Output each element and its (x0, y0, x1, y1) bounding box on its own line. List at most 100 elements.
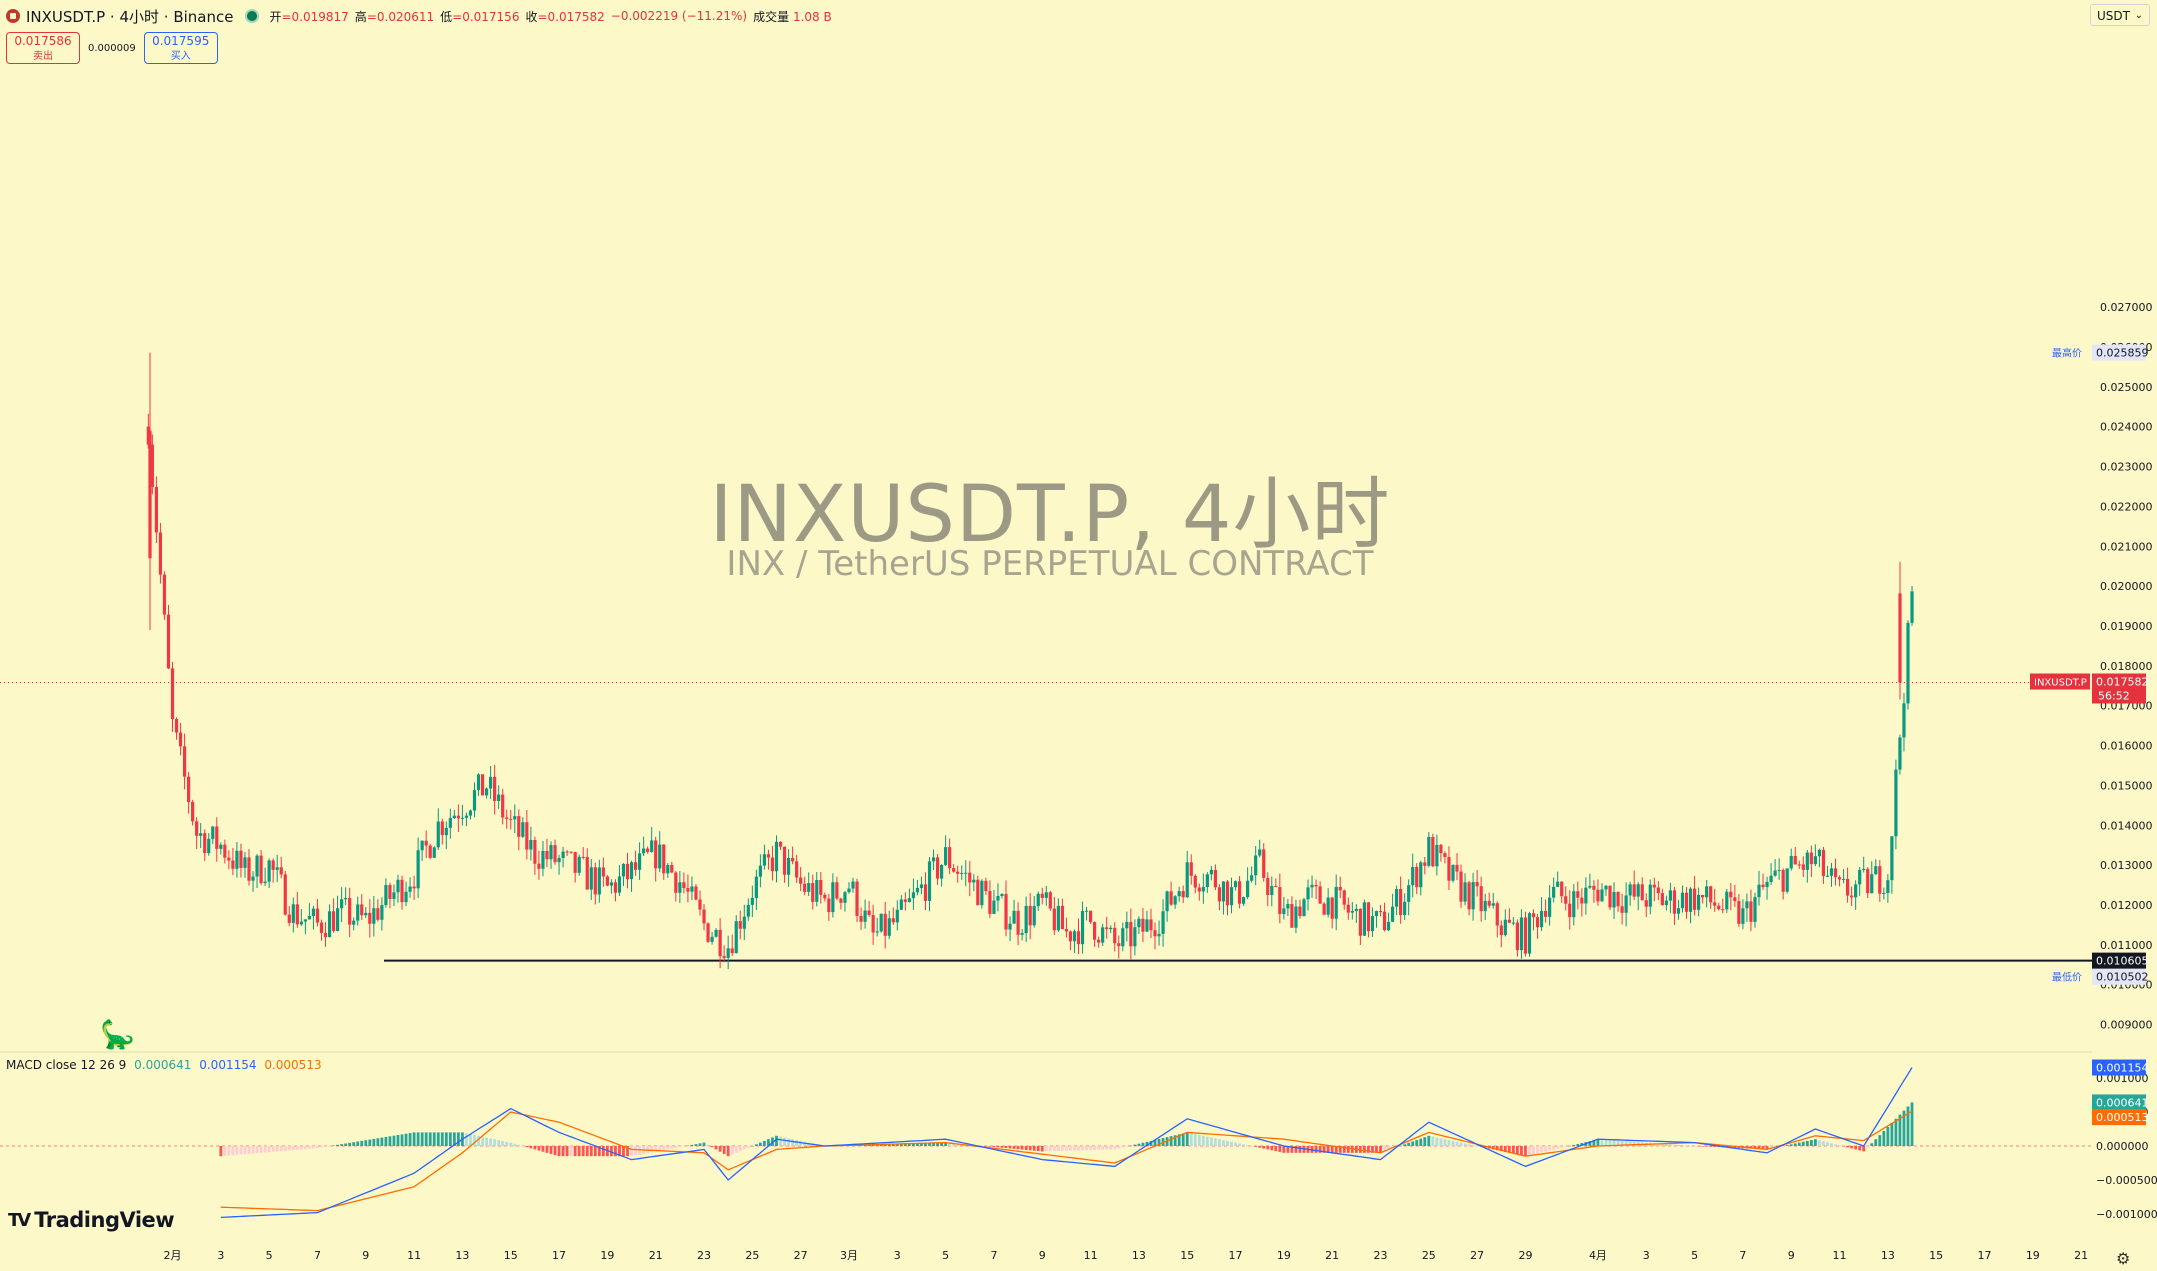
macd-hist-bar (436, 1132, 440, 1146)
macd-hist-bar (360, 1140, 364, 1146)
macd-tick-label: −0.000500 (2096, 1174, 2157, 1187)
high-marker-box (2092, 344, 2146, 361)
candle-body (1531, 913, 1536, 918)
macd-hist-bar (412, 1132, 416, 1146)
time-tick-label: 3月 (840, 1249, 858, 1262)
candle-body (235, 850, 239, 869)
candle-body (1620, 906, 1624, 913)
macd-hist-bar (1048, 1146, 1052, 1152)
price-tick-label: 0.016000 (2100, 740, 2153, 753)
candle-body (1833, 868, 1838, 878)
candle-body (1169, 891, 1173, 905)
macd-hist-bar (1713, 1146, 1717, 1147)
macd-hist-bar (444, 1132, 448, 1146)
time-tick-label: 21 (2074, 1249, 2088, 1262)
candle-body (182, 746, 187, 777)
candle-body (424, 840, 428, 846)
candle-body (1596, 889, 1600, 902)
candle-body (1773, 870, 1777, 876)
candle-body (1362, 902, 1366, 936)
candle-body (1725, 891, 1729, 910)
macd-hist-bar (742, 1146, 746, 1150)
macd-hist-bar (251, 1146, 255, 1154)
gear-icon[interactable]: ⚙ (2116, 1249, 2131, 1268)
candle-body (444, 827, 448, 836)
time-tick-label: 25 (1422, 1249, 1436, 1262)
candle-body (589, 867, 593, 890)
macd-hist-bar (799, 1140, 803, 1146)
macd-hist-bar (1073, 1146, 1076, 1151)
tradingview-logo[interactable]: TV TradingView (8, 1208, 175, 1232)
macd-hist-bar (376, 1138, 380, 1146)
macd-hist-bar (1854, 1146, 1858, 1150)
macd-hist-bar (275, 1146, 279, 1152)
macd-hist-bar (924, 1143, 927, 1146)
candle-body (1837, 877, 1842, 880)
macd-hist-bar (1435, 1137, 1439, 1146)
macd-hist-bar (1346, 1146, 1350, 1153)
candle-body (1592, 885, 1596, 890)
macd-hist-bar (1842, 1146, 1845, 1147)
dinosaur-icon[interactable]: 🦕 (100, 1018, 135, 1051)
candle-body (621, 863, 626, 877)
macd-hist-bar (1012, 1146, 1016, 1149)
candle-body (247, 857, 251, 881)
candle-body (1044, 892, 1048, 898)
currency-selector[interactable]: USDT ⌄ (2090, 4, 2150, 26)
buy-button[interactable]: 0.017595 买入 (143, 32, 218, 64)
candle-body (489, 776, 493, 789)
candle-body (509, 818, 513, 820)
macd-legend[interactable]: MACD close 12 26 9 0.000641 0.001154 0.0… (6, 1058, 326, 1072)
candle-body (416, 850, 420, 889)
close-value: =0.017582 (537, 9, 605, 24)
candle-body (919, 884, 924, 888)
candle-body (1902, 703, 1906, 738)
symbol-title[interactable]: INXUSDT.P · 4小时 · Binance (26, 7, 234, 26)
macd-hist-bar (1113, 1146, 1117, 1150)
candle-body (1886, 880, 1890, 893)
price-tick-label: 0.025000 (2100, 381, 2153, 394)
candle-body (227, 857, 231, 861)
candle-body (698, 899, 702, 910)
candle-body (1008, 923, 1012, 930)
candle-body (396, 879, 400, 893)
candle-body (1237, 881, 1242, 904)
candle-body (1121, 928, 1125, 947)
candle-body (1817, 849, 1822, 857)
candle-body (887, 918, 891, 936)
candle-body (915, 887, 920, 893)
candle-body (847, 888, 851, 893)
macd-hist-bar (352, 1142, 356, 1146)
candle-body (666, 865, 670, 874)
candle-body (1076, 931, 1081, 945)
low-value: =0.017156 (452, 9, 520, 24)
candle-body (1330, 897, 1334, 919)
sell-button[interactable]: 0.017586 卖出 (6, 32, 80, 64)
candle-body (295, 904, 299, 925)
candle-body (412, 886, 416, 889)
macd-hist-bar (610, 1146, 613, 1157)
macd-hist-bar (1097, 1146, 1101, 1150)
candle-body (1753, 897, 1757, 922)
candle-body (1298, 906, 1302, 917)
candle-body (207, 838, 211, 854)
macd-hist-bar (356, 1141, 360, 1146)
macd-hist-bar (1866, 1146, 1870, 1148)
macd-hist-bar (1238, 1143, 1241, 1146)
candle-body (1181, 891, 1185, 898)
candle-body (1572, 891, 1576, 918)
candle-body (1310, 884, 1314, 888)
candle-body (1805, 852, 1809, 870)
macd-hist-bar (887, 1144, 891, 1146)
macd-hist-bar (235, 1146, 239, 1155)
macd-hist-bar (287, 1146, 291, 1151)
macd-hist-bar (1230, 1141, 1233, 1146)
volume-label: 成交量 (753, 9, 790, 24)
candle-body (964, 872, 968, 874)
price-tick-label: 0.015000 (2100, 779, 2153, 792)
candle-body (553, 845, 557, 863)
candle-body (1600, 889, 1604, 902)
candle-body (146, 426, 150, 445)
candle-body (1870, 874, 1874, 894)
